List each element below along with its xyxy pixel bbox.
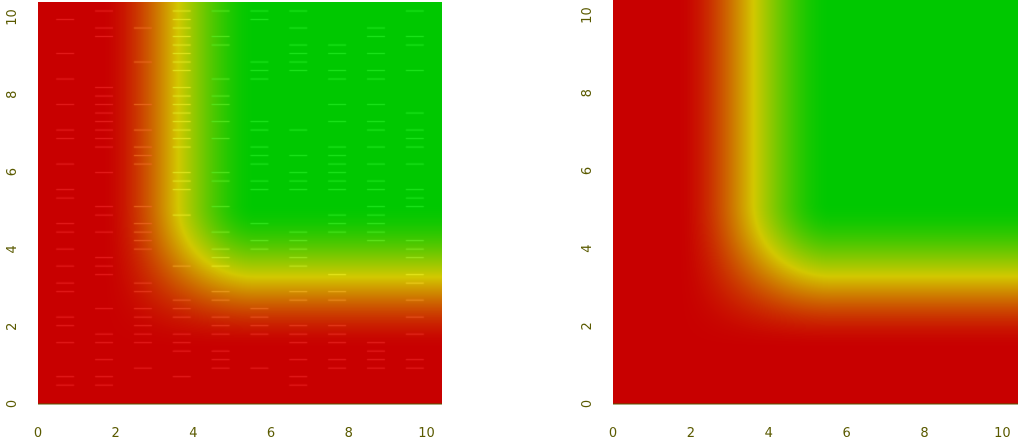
x-tick-label: 4 <box>189 426 197 441</box>
y-tick-label: 8 <box>580 89 595 97</box>
x-tick-label: 2 <box>112 426 120 441</box>
x-tick-label: 8 <box>345 426 353 441</box>
y-tick-label: 8 <box>5 91 20 99</box>
y-tick-label: 6 <box>580 167 595 175</box>
y-tick-label: 6 <box>5 168 20 176</box>
x-tick-label: 6 <box>843 426 851 441</box>
x-tick-label: 0 <box>609 426 617 441</box>
y-tick-label: 10 <box>5 9 20 26</box>
heatmap-panel-right: 0 2 4 6 8 10 0 2 4 6 8 10 <box>580 0 1018 441</box>
heatmap-panel-left: 0 2 4 6 8 10 0 2 4 6 8 10 <box>5 2 442 441</box>
x-tick-label: 10 <box>418 426 435 441</box>
x-tick-label: 6 <box>267 426 275 441</box>
x-tick-label: 8 <box>920 426 928 441</box>
y-tick-label: 4 <box>5 245 20 253</box>
x-tick-label: 4 <box>765 426 773 441</box>
heatmap-raster <box>38 2 442 404</box>
y-tick-label: 4 <box>580 244 595 252</box>
heatmap-raster <box>613 0 1018 404</box>
x-tick-label: 2 <box>687 426 695 441</box>
y-tick-label: 2 <box>580 322 595 330</box>
y-tick-label: 0 <box>580 400 595 408</box>
y-tick-label: 10 <box>580 7 595 24</box>
y-tick-label: 0 <box>5 400 20 408</box>
x-tick-label: 10 <box>994 426 1011 441</box>
y-tick-label: 2 <box>5 323 20 331</box>
x-tick-label: 0 <box>34 426 42 441</box>
